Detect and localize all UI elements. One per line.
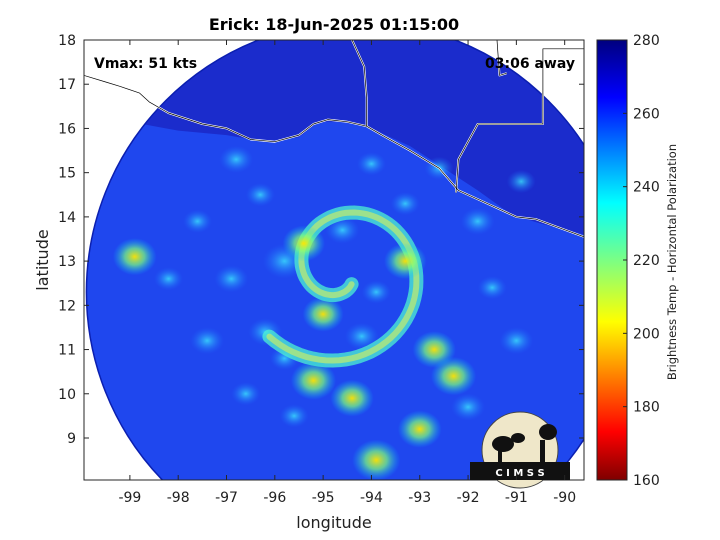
colorbar-label: Brightness Temp - Horizontal Polarizatio… — [665, 144, 679, 380]
colorbar-ticks: 280 260 240 220 200 180 160 — [623, 33, 660, 489]
y-axis-label: latitude — [33, 229, 52, 290]
y-tick-label: 16 — [58, 121, 76, 137]
x-tick-label: -93 — [408, 490, 431, 506]
warm-feature — [430, 356, 477, 396]
x-tick-label: -90 — [553, 490, 576, 506]
cool-patch — [190, 327, 225, 355]
colorbar-tick-label: 220 — [633, 253, 660, 269]
coastline-outline — [84, 75, 584, 238]
warm-feature — [282, 225, 326, 262]
cool-patch — [460, 207, 495, 235]
chart-title: Erick: 18-Jun-2025 01:15:00 — [209, 15, 459, 34]
colorbar-tick-label: 180 — [633, 400, 660, 416]
cool-patch — [390, 192, 420, 216]
x-tick-label: -99 — [118, 490, 141, 506]
y-tick-label: 10 — [58, 387, 76, 403]
x-tick-label: -91 — [505, 490, 528, 506]
warm-feature — [330, 379, 374, 417]
spiral-band-core — [266, 209, 420, 364]
y-tick-label: 14 — [58, 210, 76, 226]
colorbar-tick-label: 240 — [633, 180, 660, 196]
cool-patch — [361, 280, 391, 304]
coastline-outline — [496, 40, 507, 76]
plot-frame — [83, 39, 585, 481]
cool-patch — [214, 265, 249, 293]
land-region — [86, 40, 584, 235]
x-tick-label: -98 — [167, 490, 190, 506]
cool-patch — [279, 404, 309, 428]
cool-patch — [231, 382, 261, 406]
y-tick-label: 9 — [67, 431, 76, 447]
x-tick-label: -95 — [312, 490, 335, 506]
colorbar-tick-label: 260 — [633, 106, 660, 122]
cool-patch — [344, 322, 379, 350]
warm-feature — [302, 296, 344, 332]
cimss-logo-text: C I M S S — [495, 468, 544, 479]
coastline-outline — [351, 40, 367, 127]
colorbar-tick-label: 200 — [633, 326, 660, 342]
y-tick-label: 13 — [58, 254, 76, 270]
cool-patch — [451, 393, 485, 421]
warm-feature — [397, 410, 442, 448]
cool-patch — [325, 216, 360, 244]
coastline-outline — [455, 48, 584, 193]
colorbar-tick-label: 160 — [633, 473, 660, 489]
cool-patch — [477, 276, 507, 300]
colorbar-tick-label: 280 — [633, 33, 660, 49]
x-tick-label: -96 — [263, 490, 286, 506]
colorbar — [596, 39, 628, 481]
cool-patch — [183, 209, 213, 233]
y-tick-label: 11 — [58, 343, 76, 359]
x-tick-label: -92 — [457, 490, 480, 506]
x-axis-label: longitude — [296, 513, 371, 532]
y-tick-label: 17 — [58, 77, 76, 93]
cimss-logo: C I M S S — [470, 411, 570, 489]
cool-patch — [356, 152, 386, 176]
cool-patch — [506, 169, 536, 194]
y-axis: 9 10 11 12 13 14 15 16 17 18 — [58, 33, 584, 447]
cool-patch — [499, 327, 534, 355]
warm-feature — [352, 439, 401, 480]
warm-feature — [384, 243, 427, 280]
y-tick-label: 12 — [58, 298, 76, 314]
vmax-label: Vmax: 51 kts — [94, 56, 197, 72]
warm-feature — [112, 238, 157, 276]
x-tick-label: -94 — [360, 490, 383, 506]
cool-patch — [154, 267, 184, 291]
x-axis: -99 -98 -97 -96 -95 -94 -93 -92 -91 -90 — [118, 40, 576, 506]
y-tick-label: 15 — [58, 166, 76, 182]
cool-patch — [245, 183, 275, 207]
y-tick-label: 18 — [58, 33, 76, 49]
x-tick-label: -97 — [215, 490, 238, 506]
warm-feature — [290, 361, 337, 400]
time-away-label: 03:06 away — [485, 56, 575, 72]
swath-edge — [85, 40, 584, 480]
cool-patch — [219, 145, 254, 173]
